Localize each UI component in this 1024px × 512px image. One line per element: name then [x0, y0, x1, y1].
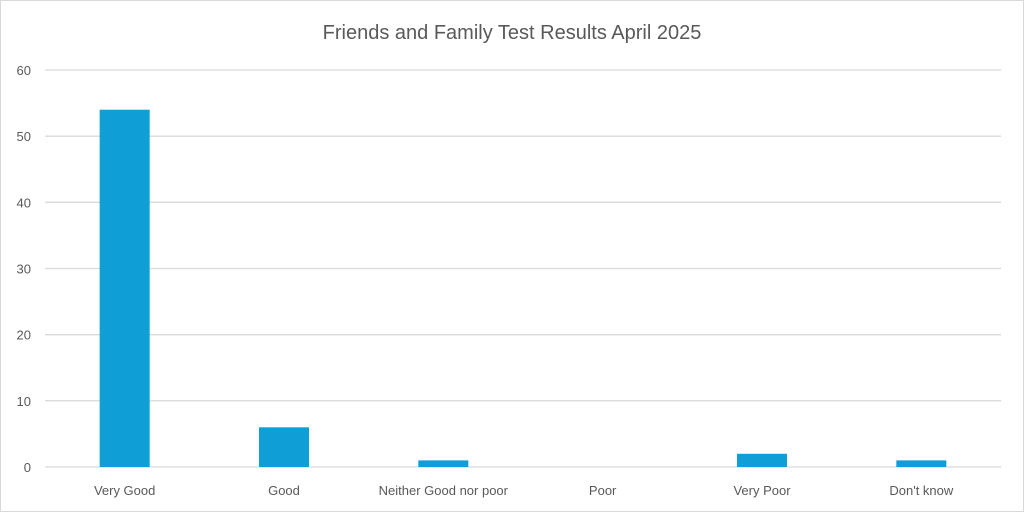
x-tick-label: Neither Good nor poor — [379, 483, 509, 498]
bar-neither-good-nor-poor — [418, 460, 469, 467]
x-tick-label: Don't know — [889, 483, 954, 498]
y-tick-label: 10 — [17, 394, 31, 409]
bar-don-t-know — [896, 460, 947, 467]
y-tick-label: 40 — [17, 195, 31, 210]
x-tick-label: Poor — [589, 483, 617, 498]
y-tick-label: 0 — [24, 460, 31, 475]
chart-title: Friends and Family Test Results April 20… — [323, 22, 702, 44]
y-tick-label: 50 — [17, 129, 31, 144]
y-tick-label: 20 — [17, 328, 31, 343]
bar-good — [259, 427, 309, 467]
x-tick-label: Good — [268, 483, 300, 498]
bar-very-poor — [737, 453, 787, 467]
y-tick-label: 60 — [17, 63, 31, 78]
bar-very-good — [99, 109, 150, 467]
y-tick-label: 30 — [17, 262, 31, 277]
x-tick-label: Very Good — [94, 483, 155, 498]
x-tick-label: Very Poor — [733, 483, 791, 498]
